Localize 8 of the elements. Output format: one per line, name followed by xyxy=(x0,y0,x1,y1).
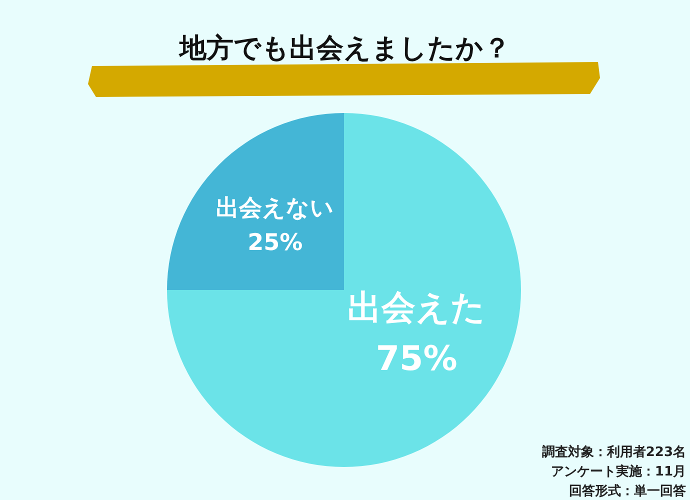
data-label: 25% xyxy=(248,230,303,256)
data-label: 75% xyxy=(376,339,458,380)
text: 調査対象：利用者223名 xyxy=(542,444,686,460)
slice-label: 出会えない xyxy=(216,195,334,222)
text: アンケート実施：11月 xyxy=(550,464,686,480)
text: 回答形式：単一回答 xyxy=(569,483,686,499)
slice-label: 出会えた xyxy=(348,288,486,328)
chart-title: 地方でも出会えましたか？ xyxy=(178,33,510,64)
